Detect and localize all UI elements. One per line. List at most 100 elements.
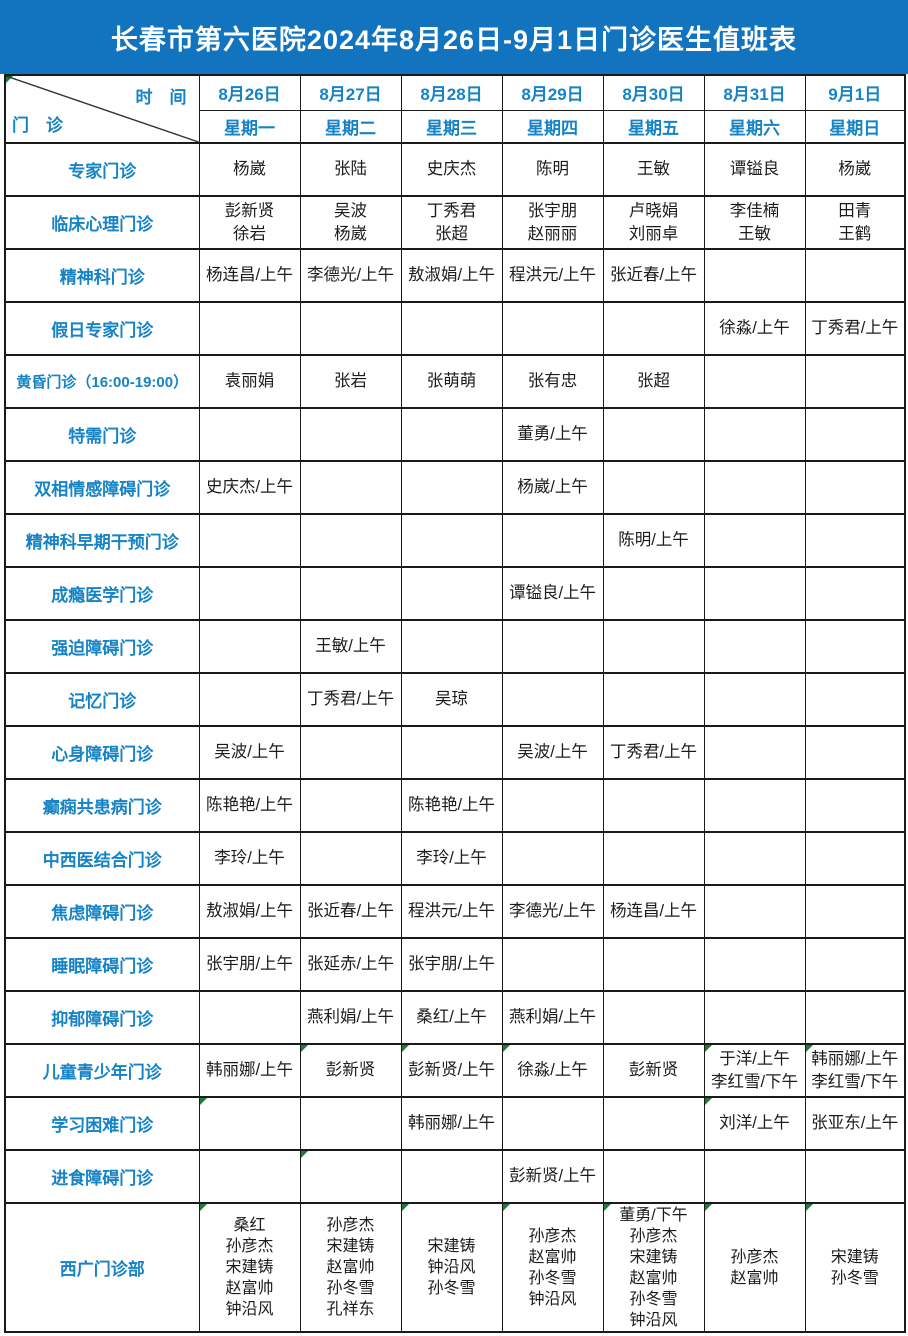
schedule-cell xyxy=(602,1149,705,1204)
schedule-body: 专家门诊 杨崴 张陆 史庆杰 陈明 王敏 谭镒良 杨崴 临床心理门诊 彭新贤 徐岩 吴波 杨崴 丁秀君 张超… xyxy=(4,142,906,1333)
schedule-cell xyxy=(299,778,402,833)
clinic-label: 精神科门诊 xyxy=(4,248,200,303)
schedule-cell xyxy=(804,937,906,992)
table-row: 记忆门诊 丁秀君/上午 吴琼 xyxy=(4,672,906,727)
schedule-cell xyxy=(703,884,806,939)
clinic-label: 临床心理门诊 xyxy=(4,195,200,250)
clinic-label: 特需门诊 xyxy=(4,407,200,462)
schedule-cell xyxy=(804,354,906,409)
schedule-cell: 彭新贤 徐岩 xyxy=(198,195,301,250)
schedule-cell xyxy=(400,566,503,621)
clinic-label: 焦虑障碍门诊 xyxy=(4,884,200,939)
schedule-cell: 丁秀君/上午 xyxy=(299,672,402,727)
schedule-cell xyxy=(804,460,906,515)
schedule-cell: 张岩 xyxy=(299,354,402,409)
clinic-label: 儿童青少年门诊 xyxy=(4,1043,200,1098)
schedule-cell: 张近春/上午 xyxy=(602,248,705,303)
schedule-cell xyxy=(198,1096,301,1151)
schedule-cell xyxy=(804,513,906,568)
table-row: 西广门诊部 桑红 孙彦杰 宋建铸 赵富帅 钟沿风 孙彦杰 宋建铸 赵富帅 孙冬雪 孔祥东 宋建铸 钟沿风… xyxy=(4,1202,906,1333)
table-row: 临床心理门诊 彭新贤 徐岩 吴波 杨崴 丁秀君 张超 张宇朋 赵丽丽 卢晓娟 刘丽卓 李佳楠 王敏 田青王… xyxy=(4,195,906,250)
schedule-cell xyxy=(804,725,906,780)
schedule-cell: 田青 王鹤 xyxy=(804,195,906,250)
schedule-cell: 杨崴/上午 xyxy=(501,460,604,515)
schedule-cell: 韩丽娜/上午 xyxy=(198,1043,301,1098)
clinic-label: 心身障碍门诊 xyxy=(4,725,200,780)
schedule-cell: 吴波 杨崴 xyxy=(299,195,402,250)
table-row: 抑郁障碍门诊 燕利娟/上午 桑红/上午 燕利娟/上午 xyxy=(4,990,906,1045)
schedule-cell xyxy=(602,407,705,462)
schedule-cell xyxy=(299,725,402,780)
schedule-cell xyxy=(198,1149,301,1204)
corner-label-clinic: 门 诊 xyxy=(12,116,63,135)
schedule-cell: 程洪元/上午 xyxy=(501,248,604,303)
schedule-cell: 张宇朋 赵丽丽 xyxy=(501,195,604,250)
schedule-cell xyxy=(198,672,301,727)
schedule-cell: 刘洋/上午 xyxy=(703,1096,806,1151)
schedule-cell xyxy=(804,778,906,833)
schedule-cell: 彭新贤/上午 xyxy=(501,1149,604,1204)
schedule-cell xyxy=(198,990,301,1045)
schedule-table: 时 间 门 诊 8月26日 8月27日 8月28日 8月29日 8月30日 8月31日 9月… xyxy=(4,74,906,1333)
clinic-label: 精神科早期干预门诊 xyxy=(4,513,200,568)
clinic-label: 黄昏门诊（16:00-19:00） xyxy=(4,354,200,409)
schedule-cell xyxy=(198,407,301,462)
schedule-cell xyxy=(602,937,705,992)
table-row: 儿童青少年门诊 韩丽娜/上午 彭新贤 彭新贤/上午 徐淼/上午 彭新贤 于洋/上午 李红雪/下… xyxy=(4,1043,906,1098)
schedule-cell: 李德光/上午 xyxy=(501,884,604,939)
schedule-cell xyxy=(400,460,503,515)
schedule-cell xyxy=(299,1096,402,1151)
schedule-cell xyxy=(602,1096,705,1151)
table-row: 双相情感障碍门诊 史庆杰/上午 杨崴/上午 xyxy=(4,460,906,515)
schedule-cell: 桑红 孙彦杰 宋建铸 赵富帅 钟沿风 xyxy=(198,1202,301,1333)
schedule-cell: 韩丽娜/上午 李红雪/下午 xyxy=(804,1043,906,1098)
schedule-cell: 宋建铸 孙冬雪 xyxy=(804,1202,906,1333)
schedule-cell: 彭新贤/上午 xyxy=(400,1043,503,1098)
schedule-cell: 孙彦杰 赵富帅 xyxy=(703,1202,806,1333)
clinic-label: 癫痫共患病门诊 xyxy=(4,778,200,833)
schedule-cell xyxy=(703,937,806,992)
schedule-cell: 孙彦杰 赵富帅 孙冬雪 钟沿风 xyxy=(501,1202,604,1333)
schedule-cell: 张近春/上午 xyxy=(299,884,402,939)
schedule-cell xyxy=(602,778,705,833)
schedule-cell xyxy=(804,619,906,674)
schedule-cell xyxy=(804,566,906,621)
schedule-cell xyxy=(703,990,806,1045)
schedule-cell xyxy=(602,672,705,727)
schedule-cell: 张陆 xyxy=(299,142,402,197)
header-weekday: 星期五 xyxy=(602,109,705,144)
schedule-cell xyxy=(804,672,906,727)
header-weekday: 星期一 xyxy=(198,109,301,144)
corner-label-time: 时 间 xyxy=(135,88,187,107)
schedule-cell xyxy=(400,407,503,462)
schedule-cell: 张宇朋/上午 xyxy=(400,937,503,992)
schedule-cell: 张延赤/上午 xyxy=(299,937,402,992)
schedule-cell xyxy=(703,778,806,833)
page-title: 长春市第六医院2024年8月26日-9月1日门诊医生值班表 xyxy=(0,0,908,74)
schedule-cell xyxy=(804,831,906,886)
table-row: 成瘾医学门诊 谭镒良/上午 xyxy=(4,566,906,621)
schedule-cell xyxy=(400,725,503,780)
schedule-cell xyxy=(501,937,604,992)
schedule-cell xyxy=(501,778,604,833)
schedule-cell: 敖淑娟/上午 xyxy=(198,884,301,939)
table-row: 癫痫共患病门诊 陈艳艳/上午 陈艳艳/上午 xyxy=(4,778,906,833)
header-weekday: 星期四 xyxy=(501,109,604,144)
schedule-cell: 彭新贤 xyxy=(602,1043,705,1098)
header-date: 8月30日 xyxy=(602,74,705,111)
schedule-cell xyxy=(804,407,906,462)
schedule-cell: 敖淑娟/上午 xyxy=(400,248,503,303)
schedule-cell xyxy=(299,513,402,568)
schedule-cell: 谭镒良/上午 xyxy=(501,566,604,621)
schedule-cell xyxy=(299,1149,402,1204)
schedule-cell: 李德光/上午 xyxy=(299,248,402,303)
header-date: 9月1日 xyxy=(804,74,906,111)
schedule-cell xyxy=(703,725,806,780)
schedule-cell xyxy=(501,672,604,727)
schedule-cell xyxy=(602,619,705,674)
schedule-cell xyxy=(299,407,402,462)
schedule-cell: 史庆杰/上午 xyxy=(198,460,301,515)
schedule-cell xyxy=(198,513,301,568)
schedule-cell xyxy=(602,990,705,1045)
schedule-cell xyxy=(501,1096,604,1151)
